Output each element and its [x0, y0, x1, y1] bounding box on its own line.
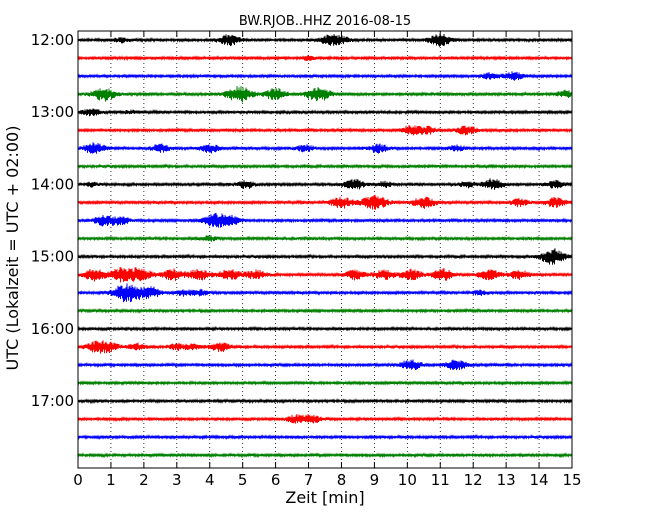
trace-1230 — [77, 71, 573, 81]
trace-1600 — [77, 325, 573, 332]
x-tick-label: 14 — [530, 471, 549, 489]
x-axis: 0 1 2 3 4 5 6 7 8 9 10 11 12 13 14 15 — [73, 31, 582, 489]
trace-1215 — [77, 54, 573, 62]
x-tick-label: 12 — [464, 471, 483, 489]
x-tick-label: 13 — [497, 471, 516, 489]
x-tick-label: 15 — [562, 471, 581, 489]
x-tick-label: 9 — [370, 471, 380, 489]
trace-1700 — [77, 397, 573, 405]
trace-1645 — [77, 379, 573, 387]
trace-1430 — [77, 212, 573, 228]
trace-1300 — [77, 108, 573, 117]
y-tick-label: 15:00 — [31, 248, 74, 266]
x-tick-label: 4 — [205, 471, 215, 489]
plot-frame — [77, 30, 573, 469]
chart-title: BW.RJOB..HHZ 2016-08-15 — [239, 14, 411, 29]
x-axis-label: Zeit [min] — [285, 488, 364, 507]
y-axis-label: UTC (Lokalzeit = UTC + 02:00) — [3, 126, 22, 371]
x-tick-label: 6 — [271, 471, 281, 489]
trace-1330 — [77, 142, 573, 154]
y-tick-label: 12:00 — [31, 31, 74, 49]
y-tick-label: 16:00 — [31, 320, 74, 338]
seismogram-traces — [77, 33, 573, 459]
trace-1500 — [77, 248, 573, 265]
x-tick-label: 0 — [73, 471, 83, 489]
x-tick-label: 5 — [238, 471, 248, 489]
y-axis: 12:00 13:00 14:00 15:00 16:00 17:00 — [31, 31, 572, 410]
trace-1345 — [77, 163, 573, 170]
trace-1415 — [77, 194, 573, 210]
x-tick-label: 7 — [304, 471, 314, 489]
trace-1730 — [77, 433, 573, 441]
x-tick-label: 2 — [139, 471, 149, 489]
trace-1545 — [77, 307, 573, 314]
trace-1715 — [77, 413, 573, 424]
x-tick-label: 10 — [398, 471, 417, 489]
trace-1315 — [77, 124, 573, 136]
trace-1245 — [77, 86, 573, 103]
x-tick-label: 8 — [337, 471, 347, 489]
trace-1530 — [77, 283, 573, 303]
trace-1200 — [77, 33, 573, 47]
y-tick-label: 14:00 — [31, 175, 74, 193]
trace-1445 — [77, 235, 573, 242]
trace-1745 — [77, 451, 573, 459]
trace-1400 — [77, 178, 573, 190]
y-tick-label: 17:00 — [31, 392, 74, 410]
x-tick-label: 1 — [106, 471, 116, 489]
grid-lines — [110, 31, 540, 468]
x-tick-label: 11 — [431, 471, 450, 489]
y-tick-label: 13:00 — [31, 103, 74, 121]
trace-1630 — [77, 359, 573, 371]
x-tick-label: 3 — [172, 471, 182, 489]
trace-1615 — [77, 340, 573, 354]
trace-1515 — [77, 267, 573, 283]
